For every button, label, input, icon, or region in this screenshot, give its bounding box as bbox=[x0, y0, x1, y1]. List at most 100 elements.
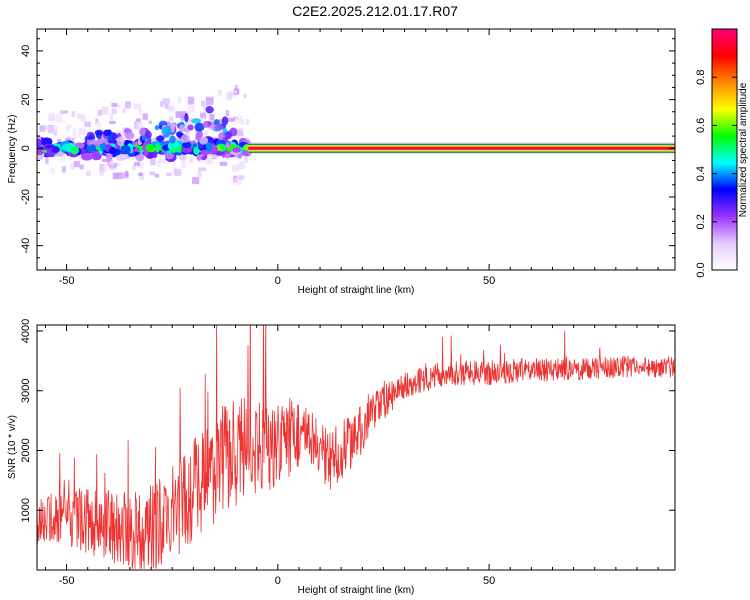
heat-blob bbox=[196, 154, 202, 161]
heat-blob bbox=[99, 142, 107, 151]
heat-speckle bbox=[117, 172, 123, 180]
heat-speckle bbox=[56, 113, 63, 122]
heat-speckle bbox=[139, 172, 145, 180]
spectrogram-ytick-label: 40 bbox=[20, 45, 32, 57]
heat-speckle bbox=[39, 125, 46, 132]
heat-speckle bbox=[235, 128, 244, 137]
heat-speckle bbox=[116, 104, 121, 108]
heat-speckle bbox=[231, 90, 237, 94]
heat-blob bbox=[152, 152, 158, 159]
heat-speckle bbox=[205, 156, 213, 165]
heat-streak bbox=[154, 124, 160, 131]
heat-speckle bbox=[125, 171, 129, 177]
heat-speckle bbox=[97, 109, 102, 116]
heat-streak bbox=[194, 122, 205, 132]
heat-speckle bbox=[205, 97, 214, 105]
heat-speckle bbox=[60, 110, 68, 114]
heat-speckle bbox=[148, 120, 152, 124]
colorbar-ticks: 0.0 0.2 0.4 0.6 0.8 bbox=[695, 70, 737, 278]
heat-speckle bbox=[79, 164, 84, 170]
heat-speckle bbox=[138, 109, 142, 115]
heat-blob bbox=[108, 146, 116, 155]
heat-speckle bbox=[78, 127, 85, 136]
heat-speckle bbox=[78, 154, 84, 161]
heat-speckle bbox=[231, 164, 240, 172]
snr-xlabel: Height of straight line (km) bbox=[298, 585, 415, 596]
heat-speckle bbox=[164, 103, 169, 109]
heat-speckle bbox=[158, 158, 167, 163]
heat-speckle bbox=[136, 118, 141, 123]
heat-speckle bbox=[209, 114, 215, 121]
figure-title: C2E2.2025.212.01.17.R07 bbox=[292, 3, 458, 19]
heat-streak bbox=[184, 112, 189, 123]
heat-speckle bbox=[158, 155, 163, 160]
spectrogram-ytick-label: 20 bbox=[20, 93, 32, 105]
colorbar-tick-label: 0.0 bbox=[695, 262, 707, 277]
snr-ytick-label: 3000 bbox=[20, 378, 32, 402]
heat-speckle bbox=[225, 110, 230, 116]
colorbar-tick-label: 0.6 bbox=[695, 118, 707, 133]
heat-speckle bbox=[156, 160, 162, 167]
heat-speckle bbox=[44, 125, 52, 131]
spectrogram-xlabel: Height of straight line (km) bbox=[298, 285, 415, 296]
spectrogram-panel: -50 0 50 -40 -20 0 20 40 Height of straight lin… bbox=[7, 28, 676, 296]
heat-speckle bbox=[150, 158, 156, 166]
heat-streak bbox=[214, 124, 224, 131]
heat-blob bbox=[158, 141, 168, 146]
heat-speckle bbox=[180, 116, 188, 121]
colorbar-gradient bbox=[712, 29, 737, 270]
heat-speckle bbox=[57, 153, 66, 162]
heat-speckle bbox=[137, 162, 144, 169]
heat-speckle bbox=[110, 113, 114, 121]
heat-speckle bbox=[228, 90, 237, 98]
heat-streak bbox=[199, 136, 209, 145]
heat-streak bbox=[180, 134, 190, 143]
snr-series-line bbox=[37, 325, 675, 569]
heat-speckle bbox=[101, 164, 108, 173]
heat-speckle bbox=[48, 113, 56, 121]
heat-streak bbox=[116, 136, 125, 147]
heat-speckle bbox=[244, 156, 249, 163]
heat-speckle bbox=[99, 170, 104, 176]
heat-speckle bbox=[72, 134, 80, 139]
heat-streak bbox=[187, 124, 194, 131]
heat-blob bbox=[232, 147, 241, 153]
heat-speckle bbox=[101, 106, 109, 115]
heat-speckle bbox=[226, 92, 233, 100]
heat-speckle bbox=[131, 164, 136, 171]
colorbar-tick-label: 0.2 bbox=[695, 214, 707, 229]
colorbar-tick-label: 0.8 bbox=[695, 70, 707, 85]
heat-speckle bbox=[234, 84, 238, 92]
heat-speckle bbox=[243, 93, 247, 99]
heat-speckle bbox=[168, 105, 175, 112]
spectrogram-heatmap bbox=[37, 84, 675, 185]
heat-blob bbox=[225, 142, 231, 148]
heat-streak bbox=[176, 131, 183, 138]
heat-blob bbox=[45, 144, 55, 149]
spectrogram-xtick-label: 50 bbox=[483, 275, 495, 287]
heat-speckle bbox=[57, 120, 66, 124]
spectrogram-ylabel: Frequency (Hz) bbox=[7, 115, 18, 184]
heat-speckle bbox=[191, 177, 200, 185]
snr-frame bbox=[36, 324, 676, 571]
heat-speckle bbox=[159, 100, 164, 107]
heat-speckle bbox=[198, 167, 207, 172]
heat-speckle bbox=[111, 102, 118, 108]
snr-ytick-label: 1000 bbox=[20, 498, 32, 522]
heat-speckle bbox=[166, 172, 172, 176]
colorbar-frame bbox=[711, 28, 738, 271]
heat-streak bbox=[86, 138, 97, 145]
heat-speckle bbox=[238, 161, 245, 169]
heat-speckle bbox=[175, 111, 182, 118]
heat-speckle bbox=[217, 89, 222, 97]
snr-axes: -50 0 50 1000 2000 3000 4000 bbox=[20, 319, 675, 587]
heat-speckle bbox=[168, 116, 174, 122]
heat-streak bbox=[222, 137, 229, 143]
snr-xtick-label: 0 bbox=[275, 575, 281, 587]
heat-streak bbox=[144, 130, 152, 139]
heat-speckle bbox=[109, 120, 116, 125]
heat-speckle bbox=[108, 159, 114, 166]
heat-speckle bbox=[204, 130, 209, 136]
heat-speckle bbox=[241, 160, 246, 168]
heat-speckle bbox=[53, 125, 59, 133]
